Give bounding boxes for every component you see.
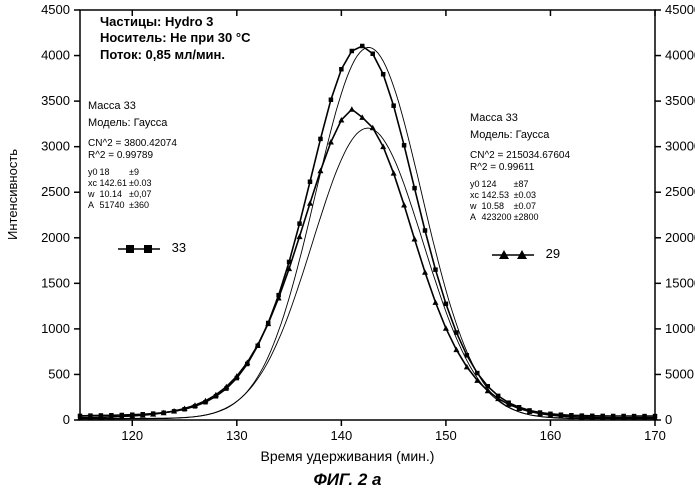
svg-text:20000: 20000 <box>665 230 695 245</box>
chart: 1201301401501601700500100015002000250030… <box>0 0 695 500</box>
svg-text:3500: 3500 <box>41 93 70 108</box>
x-axis-label: Время удерживания (мин.) <box>0 448 695 464</box>
fit-right-params: y0124±87xc142.53±0.03w10.58±0.07A423200±… <box>470 179 541 224</box>
svg-text:5000: 5000 <box>665 366 694 381</box>
svg-text:120: 120 <box>121 428 143 443</box>
header-line-3: Поток: 0,85 мл/мин. <box>100 47 250 63</box>
fit-box-right: Масса 33 Модель: Гаусса CN^2 = 215034.67… <box>470 112 570 224</box>
header-line-2: Носитель: Не при 30 °C <box>100 30 250 46</box>
svg-text:0: 0 <box>63 412 70 427</box>
svg-text:150: 150 <box>435 428 457 443</box>
svg-text:40000: 40000 <box>665 48 695 63</box>
legend-series-29: 29 <box>492 246 560 262</box>
fit-box-left: Масса 33 Модель: Гаусса CN^2 = 3800.4207… <box>88 100 177 212</box>
svg-text:25000: 25000 <box>665 184 695 199</box>
svg-text:3000: 3000 <box>41 139 70 154</box>
legend-series-33: 33 <box>118 240 186 256</box>
header-info: Частицы: Hydro 3 Носитель: Не при 30 °C … <box>100 14 250 63</box>
figure-caption: ФИГ. 2 a <box>0 470 695 490</box>
svg-text:1000: 1000 <box>41 321 70 336</box>
legend-33-label: 33 <box>172 240 186 255</box>
fit-right-r2: R^2 = 0.99611 <box>470 162 570 175</box>
y-axis-label: Интенсивность <box>5 149 20 240</box>
svg-text:130: 130 <box>226 428 248 443</box>
svg-text:2500: 2500 <box>41 184 70 199</box>
svg-text:500: 500 <box>48 366 70 381</box>
fit-left-params: y018±9xc142.61±0.03w10.14±0,07A51740±360 <box>88 167 154 212</box>
legend-29-label: 29 <box>546 246 560 261</box>
header-line-1: Частицы: Hydro 3 <box>100 14 250 30</box>
svg-text:30000: 30000 <box>665 139 695 154</box>
svg-text:160: 160 <box>540 428 562 443</box>
fit-right-title: Масса 33 <box>470 112 570 126</box>
fit-right-model: Модель: Гаусса <box>470 129 570 143</box>
svg-text:2000: 2000 <box>41 230 70 245</box>
svg-text:170: 170 <box>644 428 666 443</box>
svg-text:15000: 15000 <box>665 275 695 290</box>
svg-text:35000: 35000 <box>665 93 695 108</box>
fit-left-chi2: CN^2 = 3800.42074 <box>88 138 177 151</box>
svg-text:45000: 45000 <box>665 2 695 17</box>
fit-right-chi2: CN^2 = 215034.67604 <box>470 150 570 163</box>
fit-left-title: Масса 33 <box>88 100 177 114</box>
fit-left-model: Модель: Гаусса <box>88 117 177 131</box>
svg-text:140: 140 <box>331 428 353 443</box>
svg-text:1500: 1500 <box>41 275 70 290</box>
svg-text:0: 0 <box>665 412 672 427</box>
svg-text:10000: 10000 <box>665 321 695 336</box>
fit-left-r2: R^2 = 0.99789 <box>88 150 177 163</box>
svg-text:4000: 4000 <box>41 48 70 63</box>
svg-text:4500: 4500 <box>41 2 70 17</box>
